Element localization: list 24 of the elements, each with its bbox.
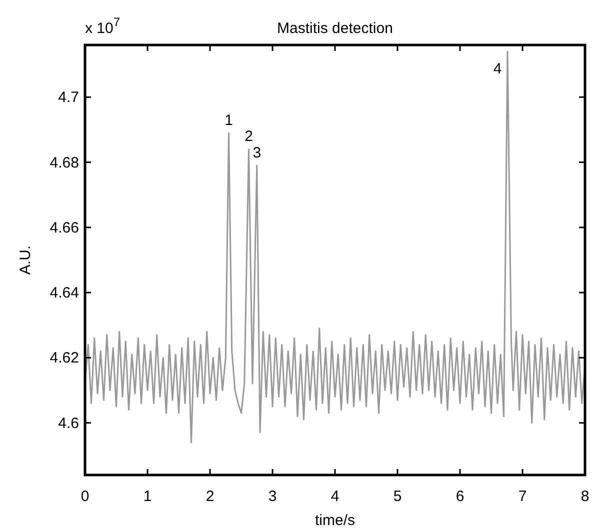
chart-title: Mastitis detection xyxy=(277,20,393,37)
x-tick-label: 6 xyxy=(456,488,464,505)
x-axis-title: time/s xyxy=(314,512,356,529)
x-tick-label: 7 xyxy=(518,488,527,505)
text: x 10$^{7}$ xyxy=(85,15,120,37)
x-tick-label: 8 xyxy=(580,488,590,505)
x-tick-label: 4 xyxy=(330,488,340,505)
x-tick-label: 5 xyxy=(393,488,402,505)
line-series xyxy=(84,50,586,444)
x-tick-label: 1 xyxy=(143,488,152,505)
annotation: 1 xyxy=(224,112,233,129)
y-tick-label: 4.66 xyxy=(50,219,79,236)
annotation: 3 xyxy=(252,144,262,162)
y-tick-label: 4.7 xyxy=(58,89,79,106)
y-axis-title: A.U. xyxy=(17,245,34,275)
annotation: 4 xyxy=(493,60,502,78)
y-tick-label: 4.68 xyxy=(50,154,79,172)
y-tick-label: 4.6 xyxy=(58,414,79,432)
y-tick-label: 4.62 xyxy=(50,350,79,367)
x-tick-label: 0 xyxy=(80,488,90,505)
x-tick-label: 2 xyxy=(206,488,214,505)
x-tick-label: 3 xyxy=(268,488,277,505)
y-tick-label: 4.64 xyxy=(50,284,79,302)
annotation: 2 xyxy=(244,128,253,146)
